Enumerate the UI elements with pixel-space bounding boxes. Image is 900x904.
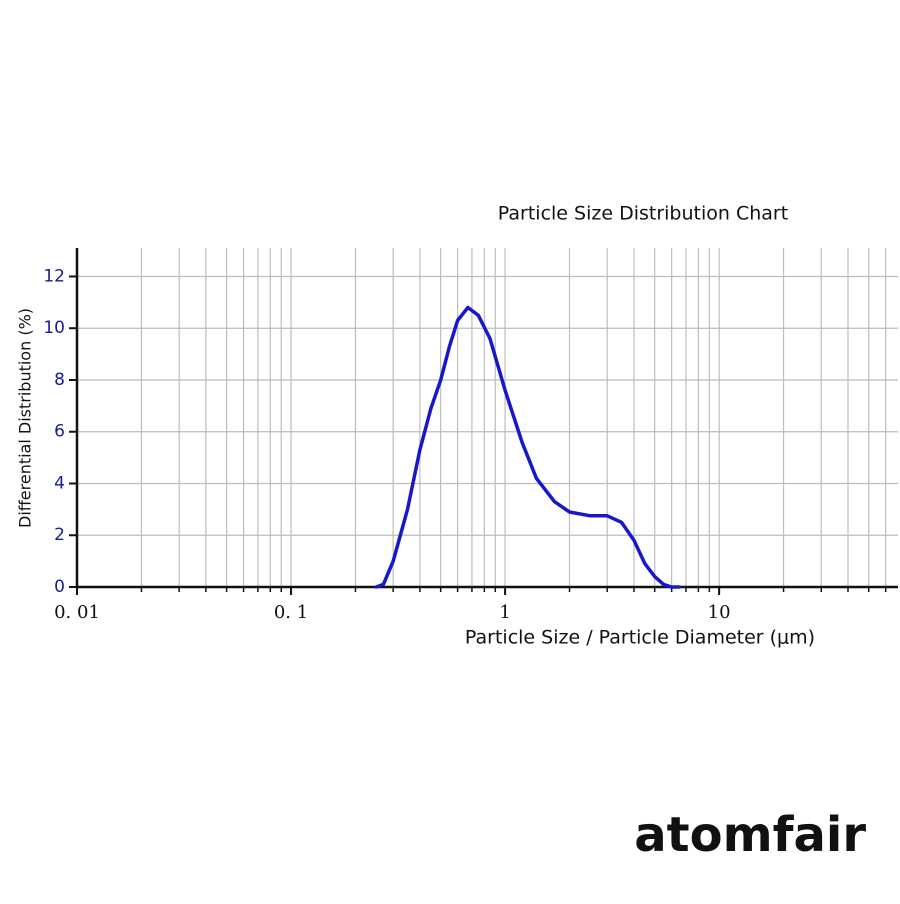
chart-title: Particle Size Distribution Chart — [498, 203, 788, 225]
y-tick-label: 10 — [43, 318, 65, 338]
y-tick-label: 0 — [54, 577, 65, 597]
x-axis-label: Particle Size / Particle Diameter (μm) — [465, 627, 815, 649]
x-tick-label: 1 — [499, 602, 510, 623]
y-axis-label: Differential Distribution (%) — [16, 308, 35, 528]
y-tick-label: 6 — [54, 422, 65, 442]
y-tick-label: 12 — [43, 266, 65, 286]
x-tick-label: 0. 1 — [274, 602, 308, 623]
x-tick-label: 10 — [708, 602, 731, 623]
y-tick-label: 8 — [54, 370, 65, 390]
y-tick-label: 4 — [54, 473, 65, 493]
data-line — [374, 305, 681, 589]
brand-logo: atomfair — [634, 807, 866, 863]
x-tick-label: 0. 01 — [54, 602, 100, 623]
y-tick-label: 2 — [54, 525, 65, 545]
